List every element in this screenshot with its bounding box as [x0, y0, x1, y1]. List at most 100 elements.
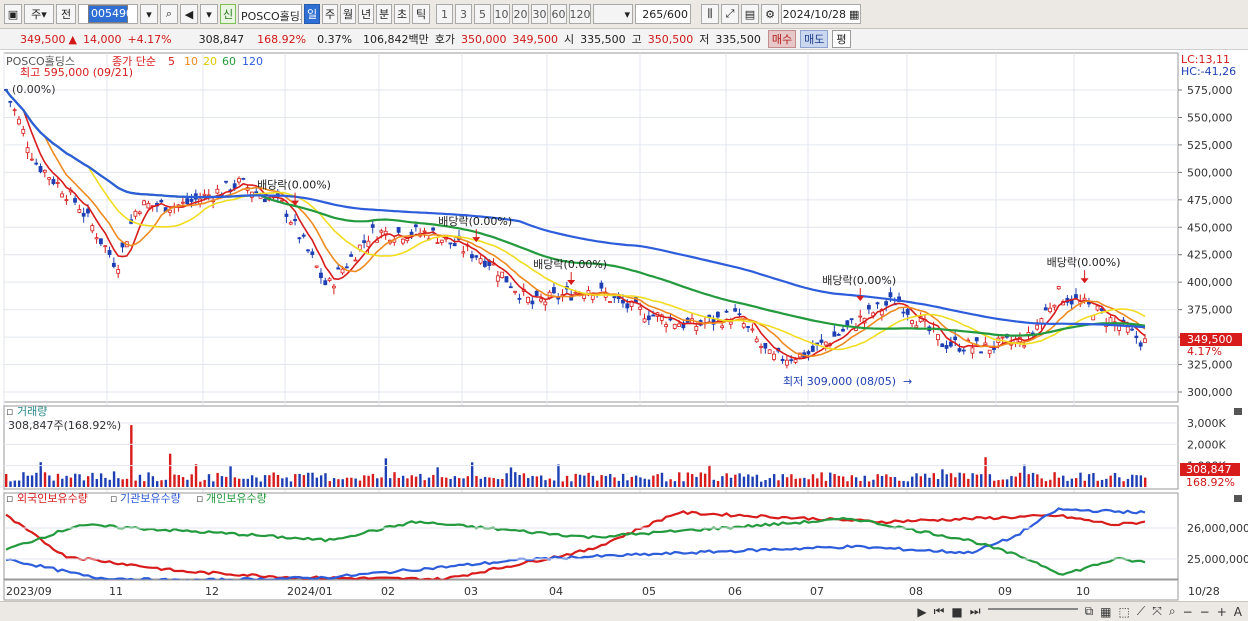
calendar-icon[interactable]: ▦ — [849, 7, 860, 21]
n-120[interactable]: 120 — [569, 4, 591, 24]
interval-tick[interactable]: 틱 — [412, 4, 430, 24]
stock-code[interactable]: 005490 — [88, 5, 133, 23]
n-60[interactable]: 60 — [550, 4, 567, 24]
volume-bar — [859, 480, 862, 487]
price-grid — [3, 53, 1178, 579]
price-tick-label: 300,000 — [1187, 386, 1233, 399]
volume-bar — [841, 476, 845, 487]
last-icon[interactable]: ⏭ — [969, 604, 981, 618]
custom-dropdown[interactable]: ▾ — [593, 4, 633, 24]
zoom-minus-icon[interactable]: − — [1199, 604, 1210, 619]
volume-tick-label: 2,000K — [1187, 438, 1226, 451]
interval-day[interactable]: 일 — [304, 4, 320, 24]
menu-icon[interactable]: ▾ — [200, 4, 218, 24]
date-field[interactable]: 2024/10/28 ▦ — [781, 4, 861, 24]
volume-bar — [371, 473, 375, 487]
volume-bar — [971, 473, 974, 487]
chart-svg[interactable]: 배당락(0.00%) 배당락(0.00%) 배당락(0.00%) 배당락(0.00%)… — [0, 51, 1248, 601]
code-field[interactable]: 005490 — [78, 4, 138, 24]
candle-body — [185, 198, 190, 205]
candle-body — [431, 227, 436, 231]
interval-week[interactable]: 주 — [322, 4, 338, 24]
volume-close-icon[interactable] — [1234, 408, 1242, 415]
candle-body — [720, 325, 725, 329]
layout-icon[interactable]: ▣ — [4, 4, 22, 24]
interval-second[interactable]: 초 — [394, 4, 410, 24]
candle-body — [879, 309, 884, 316]
prev-button[interactable]: 전 — [56, 4, 76, 24]
quote-volume-ratio: 168.92% — [257, 32, 307, 46]
stop-icon[interactable]: ■ — [951, 604, 963, 619]
speaker-icon[interactable]: ◀ — [180, 4, 198, 24]
volume-bar — [449, 479, 452, 487]
n-5[interactable]: 5 — [474, 4, 491, 24]
shape-icon[interactable]: ⬚ — [1118, 604, 1130, 619]
volume-bar — [1087, 474, 1091, 487]
n-10[interactable]: 10 — [493, 4, 510, 24]
volume-bar — [772, 474, 776, 487]
candle-body — [888, 292, 893, 298]
period-select[interactable]: 주 ▾ — [24, 4, 54, 24]
volume-bar — [790, 474, 793, 487]
chart-area[interactable]: 배당락(0.00%) 배당락(0.00%) 배당락(0.00%) 배당락(0.00%)… — [0, 51, 1248, 601]
volume-bar — [1031, 472, 1035, 487]
candle-body — [724, 310, 729, 313]
n-3[interactable]: 3 — [455, 4, 472, 24]
sell-button[interactable]: 매도 — [800, 30, 829, 48]
first-icon[interactable]: ⏮ — [933, 604, 945, 618]
font-icon[interactable]: A — [1233, 604, 1242, 619]
volume-bar — [923, 473, 927, 487]
candle-body — [772, 353, 776, 360]
avg-button[interactable]: 평 — [832, 30, 851, 48]
candle-body — [448, 242, 453, 245]
search-icon[interactable]: ⌕ — [160, 4, 178, 24]
stock-name[interactable]: POSCO홀딩스 — [238, 4, 302, 24]
candle-icon[interactable]: ⫼ — [701, 4, 719, 24]
n-20[interactable]: 20 — [512, 4, 529, 24]
volume-bar — [483, 476, 487, 487]
candle-body — [866, 305, 871, 310]
buy-button[interactable]: 매수 — [767, 30, 797, 48]
copy-icon[interactable]: ⧉ — [1084, 604, 1094, 618]
volume-bar — [423, 480, 426, 487]
zoom-slider[interactable] — [987, 607, 1078, 610]
n-30[interactable]: 30 — [531, 4, 548, 24]
zoom-out-icon[interactable]: − — [1182, 604, 1193, 619]
grid-icon[interactable]: ▦ — [1100, 604, 1112, 619]
candle-body — [344, 266, 349, 269]
new-button[interactable]: 신 — [220, 4, 236, 24]
holdings-close-icon[interactable] — [1234, 495, 1242, 502]
volume-bar — [768, 478, 772, 487]
interval-month[interactable]: 월 — [340, 4, 356, 24]
lc-label: LC:13,11 — [1181, 53, 1230, 66]
draw-icon[interactable]: ⤢ — [721, 4, 739, 24]
volume-bar — [708, 465, 711, 487]
n-1[interactable]: 1 — [436, 4, 453, 24]
volume-bar — [427, 477, 431, 487]
volume-bar — [1139, 475, 1143, 487]
zoom-icon[interactable]: ⌕ — [1168, 604, 1176, 618]
volume-bar — [760, 481, 763, 487]
volume-bar — [414, 476, 418, 487]
volume-bar — [147, 472, 150, 487]
last-price-box — [1180, 333, 1242, 346]
candle-body — [1143, 338, 1147, 343]
volume-bar — [716, 480, 720, 487]
volume-bar — [872, 479, 875, 487]
dropdown-icon[interactable]: ▾ — [140, 4, 158, 24]
candle-body — [858, 315, 863, 318]
volume-bar — [656, 474, 659, 487]
interval-minute[interactable]: 분 — [376, 4, 392, 24]
volume-bar — [539, 475, 543, 487]
line-icon[interactable]: ⟋ — [1136, 604, 1146, 618]
settings-icon[interactable]: ⚙ — [761, 4, 779, 24]
zoom-in-icon[interactable]: + — [1216, 604, 1227, 619]
fullscreen-icon[interactable]: ⤧ — [1152, 604, 1162, 618]
candle-body — [301, 234, 306, 237]
interval-year[interactable]: 년 — [358, 4, 374, 24]
volume-bar — [729, 477, 733, 487]
save-icon[interactable]: ▤ — [741, 4, 759, 24]
count-field[interactable]: 265/600 — [635, 4, 691, 24]
scroll-right-icon[interactable]: ▶ — [917, 604, 927, 619]
volume-bar — [125, 478, 129, 487]
